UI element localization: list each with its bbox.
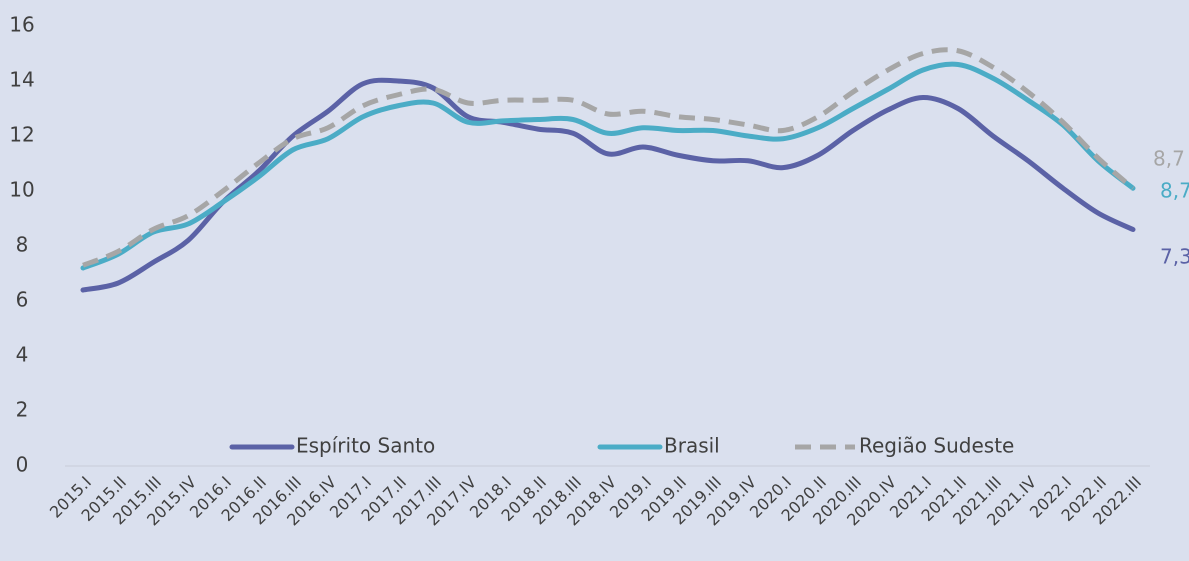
line-series	[80, 61, 1136, 271]
y-tick-label: 6	[16, 288, 29, 312]
y-tick-label: 10	[9, 178, 34, 202]
y-tick-label: 2	[16, 398, 29, 422]
end-label: 8,7	[1153, 147, 1185, 171]
legend-label: Região Sudeste	[859, 434, 1014, 458]
line-series	[82, 47, 1135, 268]
y-tick-label: 8	[16, 233, 29, 257]
y-tick-label: 14	[9, 68, 34, 92]
legend-label: Brasil	[664, 434, 720, 458]
y-tick-label: 12	[9, 123, 34, 147]
end-label: 8,7	[1160, 179, 1189, 203]
line-series	[80, 77, 1136, 293]
y-tick-label: 16	[9, 13, 34, 37]
legend-label: Espírito Santo	[296, 434, 435, 458]
y-tick-label: 0	[16, 453, 29, 477]
y-tick-label: 4	[16, 343, 29, 367]
end-label: 7,3	[1160, 245, 1189, 269]
